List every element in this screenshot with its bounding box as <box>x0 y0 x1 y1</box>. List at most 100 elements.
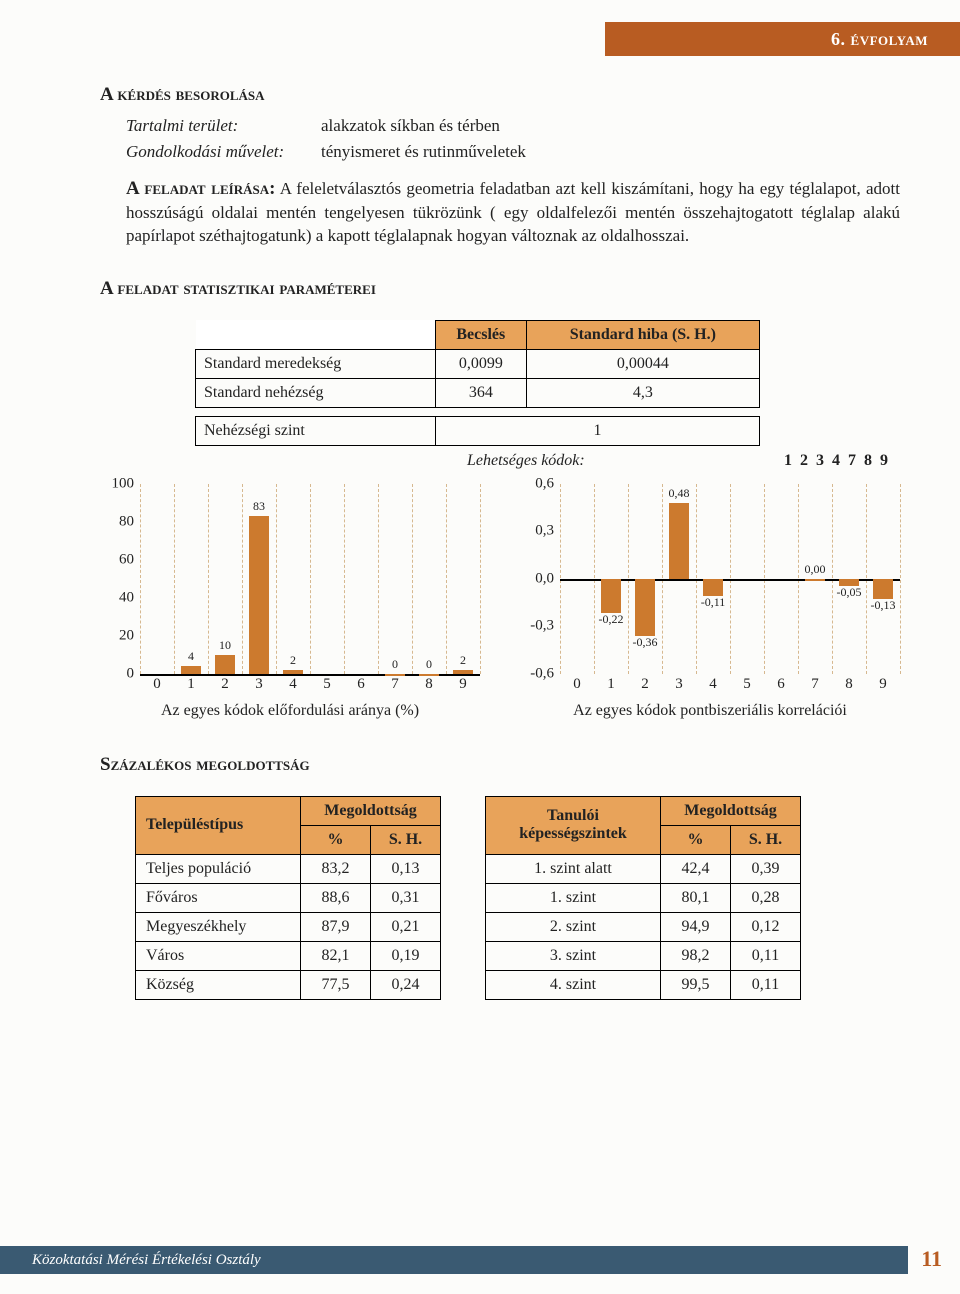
stats-table-wrap: Becslés Standard hiba (S. H.) Standard m… <box>195 320 760 470</box>
x-tick-label: 8 <box>412 676 446 693</box>
cell: 87,9 <box>301 912 371 941</box>
x-tick-label: 4 <box>276 676 310 693</box>
cell: 4. szint <box>486 970 661 999</box>
grade-label: 6. évfolyam <box>831 29 928 50</box>
y-tick-label: 0,3 <box>535 523 554 540</box>
y-tick-label: 0 <box>127 665 135 682</box>
chart-frequency: 0204060801004108320020123456789 Az egyes… <box>100 484 480 720</box>
cell: Község <box>136 970 301 999</box>
stats-r0-l: Standard meredekség <box>196 349 436 378</box>
cell: 3. szint <box>486 941 661 970</box>
table-settlement: Településtípus Megoldottság % S. H. Telj… <box>135 796 441 1000</box>
cell: 0,19 <box>371 941 441 970</box>
bar-label: 83 <box>253 499 265 514</box>
cell: 0,13 <box>371 854 441 883</box>
bar-label: -0,36 <box>633 635 658 650</box>
footer-page-box: 11 <box>908 1246 960 1274</box>
t2-s0: % <box>661 825 731 854</box>
t1-h2: Megoldottság <box>301 796 441 825</box>
chart-right-title: Az egyes kódok pontbiszeriális korreláci… <box>520 702 900 720</box>
x-tick-label: 1 <box>594 676 628 693</box>
t1-h1: Településtípus <box>136 796 301 854</box>
table-ability: Tanulói képességszintek Megoldottság % S… <box>485 796 801 1000</box>
x-tick-label: 3 <box>242 676 276 693</box>
bar <box>703 579 723 596</box>
stats-title: A feladat statisztikai paraméterei <box>100 278 900 300</box>
table-row: Főváros88,60,31 <box>136 883 441 912</box>
chart-correlation: -0,6-0,30,00,30,6-0,22-0,360,48-0,110,00… <box>520 484 900 720</box>
x-tick-label: 0 <box>140 676 174 693</box>
stats-r1-l: Standard nehézség <box>196 378 436 407</box>
bar-label: 0,00 <box>805 562 826 577</box>
stats-r1-s: 4,3 <box>526 378 759 407</box>
class-row: Gondolkodási művelet: tényismeret és rut… <box>126 142 900 162</box>
table-row: Megyeszékhely87,90,21 <box>136 912 441 941</box>
page-number: 11 <box>921 1246 942 1272</box>
x-tick-label: 6 <box>764 676 798 693</box>
y-tick-label: 0,0 <box>535 570 554 587</box>
bar <box>635 579 655 636</box>
x-tick-label: 9 <box>866 676 900 693</box>
bar-label: 0 <box>426 657 432 672</box>
t2-h1: Tanulói képességszintek <box>486 796 661 854</box>
cell: 0,31 <box>371 883 441 912</box>
codes-line: Lehetséges kódok: 1 2 3 4 7 8 9 <box>195 452 760 470</box>
page-content: A kérdés besorolása Tartalmi terület: al… <box>100 84 900 1000</box>
x-tick-label: 2 <box>208 676 242 693</box>
cell: 83,2 <box>301 854 371 883</box>
cell: 82,1 <box>301 941 371 970</box>
cell: 0,39 <box>731 854 801 883</box>
codes-value: 1 2 3 4 7 8 9 <box>784 452 890 470</box>
cell: 99,5 <box>661 970 731 999</box>
bar-label: 10 <box>219 638 231 653</box>
table-row: 4. szint99,50,11 <box>486 970 801 999</box>
x-tick-label: 5 <box>310 676 344 693</box>
t2-s1: S. H. <box>731 825 801 854</box>
x-tick-label: 0 <box>560 676 594 693</box>
cell: Teljes populáció <box>136 854 301 883</box>
class-key-1: Gondolkodási művelet: <box>126 142 321 162</box>
cell: 0,21 <box>371 912 441 941</box>
cell: 0,11 <box>731 941 801 970</box>
t2-h2: Megoldottság <box>661 796 801 825</box>
bar-label: 0,48 <box>669 486 690 501</box>
diff-value: 1 <box>436 416 760 445</box>
stats-r0-s: 0,00044 <box>526 349 759 378</box>
y-tick-label: 60 <box>119 551 134 568</box>
bar-label: -0,13 <box>871 598 896 613</box>
x-tick-label: 4 <box>696 676 730 693</box>
cell: 0,28 <box>731 883 801 912</box>
t1-s1: S. H. <box>371 825 441 854</box>
bar <box>601 579 621 614</box>
charts-row: 0204060801004108320020123456789 Az egyes… <box>100 484 900 720</box>
task-description: A feladat leírása: A feleletválasztós ge… <box>126 176 900 248</box>
bar-label: -0,11 <box>701 595 726 610</box>
y-tick-label: -0,3 <box>530 618 554 635</box>
bar-label: 0 <box>392 657 398 672</box>
stats-r0-e: 0,0099 <box>436 349 527 378</box>
y-tick-label: 100 <box>112 475 135 492</box>
bottom-tables: Településtípus Megoldottság % S. H. Telj… <box>135 796 900 1000</box>
t1-s0: % <box>301 825 371 854</box>
table-row: 1. szint80,10,28 <box>486 883 801 912</box>
bar <box>805 579 825 581</box>
stats-h2: Standard hiba (S. H.) <box>526 320 759 349</box>
page-footer: Közoktatási Mérési Értékelési Osztály <box>0 1246 960 1274</box>
bar <box>181 666 201 674</box>
footer-text: Közoktatási Mérési Értékelési Osztály <box>32 1252 261 1269</box>
stats-r1-e: 364 <box>436 378 527 407</box>
y-tick-label: 80 <box>119 513 134 530</box>
bar <box>873 579 893 600</box>
table-row: Község77,50,24 <box>136 970 441 999</box>
cell: 88,6 <box>301 883 371 912</box>
cell: Város <box>136 941 301 970</box>
cell: 98,2 <box>661 941 731 970</box>
y-tick-label: 40 <box>119 589 134 606</box>
x-tick-label: 8 <box>832 676 866 693</box>
bar <box>453 670 473 674</box>
cell: Főváros <box>136 883 301 912</box>
table-row: 3. szint98,20,11 <box>486 941 801 970</box>
bar-label: -0,05 <box>837 585 862 600</box>
codes-label: Lehetséges kódok: <box>467 452 585 470</box>
table-row: 1. szint alatt42,40,39 <box>486 854 801 883</box>
